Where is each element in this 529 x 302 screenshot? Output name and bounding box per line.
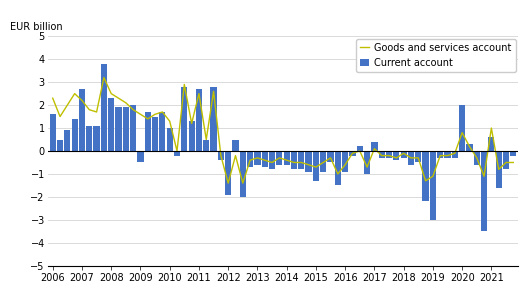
Bar: [188, 121, 195, 151]
Bar: [400, 151, 407, 158]
Bar: [503, 151, 509, 169]
Bar: [423, 151, 428, 201]
Goods and services account: [291, 161, 297, 164]
Legend: Goods and services account, Current account: Goods and services account, Current acco…: [356, 39, 515, 72]
Bar: [167, 128, 173, 151]
Bar: [415, 151, 422, 162]
Bar: [444, 151, 451, 158]
Goods and services account: [364, 165, 370, 169]
Bar: [57, 140, 63, 151]
Bar: [452, 151, 458, 158]
Goods and services account: [320, 161, 326, 164]
Bar: [218, 151, 224, 160]
Bar: [357, 146, 363, 151]
Bar: [152, 117, 158, 151]
Text: EUR billion: EUR billion: [10, 22, 62, 32]
Bar: [386, 151, 392, 158]
Bar: [138, 151, 143, 162]
Bar: [86, 126, 93, 151]
Line: Goods and services account: Goods and services account: [53, 78, 513, 183]
Bar: [481, 151, 487, 231]
Goods and services account: [225, 181, 231, 185]
Bar: [196, 89, 202, 151]
Bar: [496, 151, 502, 188]
Bar: [430, 151, 436, 220]
Bar: [473, 151, 480, 165]
Goods and services account: [101, 76, 107, 79]
Bar: [115, 108, 122, 151]
Bar: [130, 105, 136, 151]
Bar: [305, 151, 312, 172]
Bar: [467, 144, 472, 151]
Bar: [262, 151, 268, 167]
Bar: [64, 130, 70, 151]
Bar: [254, 151, 261, 165]
Bar: [101, 64, 107, 151]
Bar: [247, 151, 253, 167]
Goods and services account: [510, 161, 516, 164]
Bar: [371, 142, 378, 151]
Bar: [159, 112, 166, 151]
Bar: [459, 105, 465, 151]
Bar: [320, 151, 326, 172]
Bar: [342, 151, 348, 172]
Bar: [510, 151, 516, 156]
Bar: [284, 151, 290, 165]
Bar: [71, 119, 78, 151]
Bar: [393, 151, 399, 160]
Bar: [79, 89, 85, 151]
Bar: [181, 87, 187, 151]
Bar: [240, 151, 246, 197]
Bar: [269, 151, 275, 169]
Bar: [291, 151, 297, 169]
Bar: [276, 151, 282, 165]
Goods and services account: [50, 96, 56, 100]
Bar: [108, 98, 114, 151]
Bar: [225, 151, 231, 194]
Bar: [144, 112, 151, 151]
Bar: [437, 151, 443, 158]
Bar: [327, 151, 334, 162]
Bar: [364, 151, 370, 174]
Goods and services account: [254, 156, 261, 160]
Bar: [298, 151, 304, 169]
Bar: [349, 151, 355, 156]
Bar: [313, 151, 319, 181]
Goods and services account: [115, 96, 122, 100]
Goods and services account: [357, 149, 363, 153]
Bar: [94, 126, 99, 151]
Bar: [123, 108, 129, 151]
Bar: [174, 151, 180, 156]
Bar: [379, 151, 385, 158]
Bar: [50, 114, 56, 151]
Bar: [211, 87, 217, 151]
Bar: [232, 140, 239, 151]
Bar: [408, 151, 414, 165]
Bar: [203, 140, 209, 151]
Bar: [488, 137, 495, 151]
Bar: [335, 151, 341, 185]
